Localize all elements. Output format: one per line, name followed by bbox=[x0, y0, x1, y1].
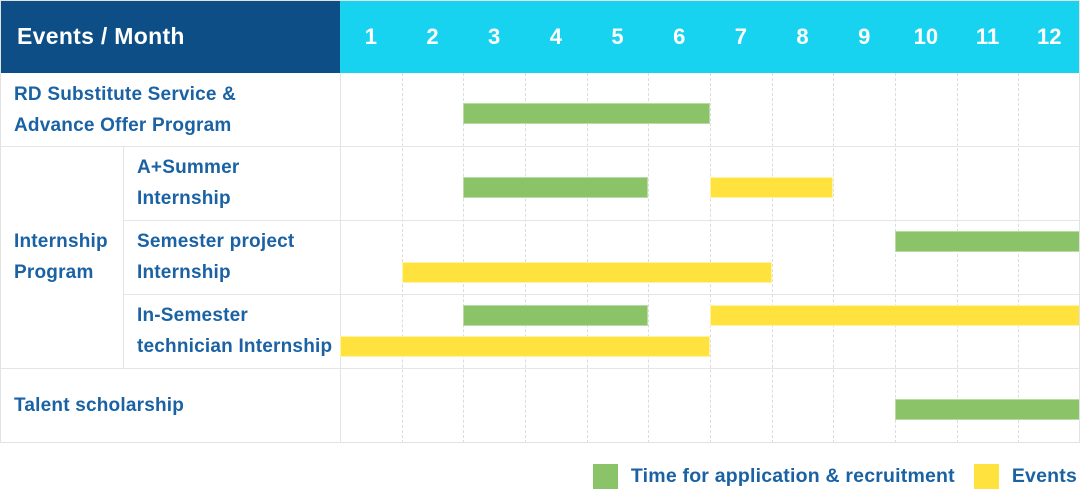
month-header-12: 12 bbox=[1036, 23, 1062, 49]
row-separator bbox=[123, 220, 1080, 221]
table-header-row: Events / Month 1 2 3 4 5 6 7 8 9 10 11 12 bbox=[0, 0, 1080, 73]
row-label-line: RD Substitute Service & bbox=[14, 83, 237, 105]
month-header-5: 5 bbox=[611, 23, 624, 49]
row-separator bbox=[0, 146, 1080, 147]
row-label-rd-substitute-service: RD Substitute Service & Advance Offer Pro… bbox=[0, 73, 340, 146]
label-column-divider bbox=[340, 73, 341, 443]
bar-recruitment-m3-5 bbox=[463, 305, 648, 326]
month-header-10: 10 bbox=[913, 23, 939, 49]
month-header-6: 6 bbox=[673, 23, 686, 49]
month-grid-line bbox=[525, 73, 526, 443]
bar-recruitment-m3-5 bbox=[463, 177, 648, 198]
legend: Time for application & recruitment Events bbox=[592, 464, 1077, 489]
bar-recruitment-m10-12 bbox=[895, 231, 1080, 252]
bar-recruitment-m3-6 bbox=[463, 103, 710, 124]
month-header-4: 4 bbox=[549, 23, 562, 49]
month-header-1: 1 bbox=[364, 23, 377, 49]
bar-events-m1-6 bbox=[340, 336, 710, 357]
row-label-line: Semester project bbox=[137, 231, 295, 252]
month-header-11: 11 bbox=[975, 23, 1000, 49]
row-label-line: Internship bbox=[137, 188, 231, 209]
month-header-7: 7 bbox=[734, 23, 747, 49]
month-grid-line bbox=[1018, 73, 1019, 443]
row-label-line: A+Summer bbox=[137, 157, 240, 178]
row-label-line: Internship bbox=[137, 262, 231, 283]
legend-label-events: Events bbox=[1011, 465, 1077, 487]
legend-swatch-recruitment bbox=[592, 464, 618, 489]
group-label-internship-program: Internship Program bbox=[0, 146, 123, 368]
row-label-in-semester-technician-internship: In-Semester technician Internship bbox=[123, 294, 340, 368]
header-title-cell: Events / Month bbox=[0, 0, 340, 73]
row-separator bbox=[123, 294, 1080, 295]
bar-recruitment-m10-12 bbox=[895, 399, 1080, 420]
month-grid-line bbox=[895, 73, 896, 443]
month-header-8: 8 bbox=[796, 23, 809, 49]
group-column-divider bbox=[123, 146, 124, 368]
bar-events-m2-7 bbox=[402, 262, 772, 283]
header-title: Events / Month bbox=[17, 23, 185, 49]
month-grid-line bbox=[710, 73, 711, 443]
group-label-line: Internship bbox=[14, 231, 108, 252]
month-grid-line bbox=[957, 73, 958, 443]
month-header-3: 3 bbox=[488, 23, 501, 49]
bar-events-m7-12 bbox=[710, 305, 1080, 326]
group-label-line: Program bbox=[14, 262, 94, 283]
month-grid-line bbox=[833, 73, 834, 443]
month-grid-line bbox=[587, 73, 588, 443]
legend-swatch-events bbox=[973, 464, 999, 489]
row-label-a-plus-summer-internship: A+Summer Internship bbox=[123, 146, 340, 220]
month-grid-line bbox=[772, 73, 773, 443]
legend-item-recruitment: Time for application & recruitment bbox=[592, 464, 955, 489]
bar-events-m7-8 bbox=[710, 177, 833, 198]
row-label-line: technician Internship bbox=[137, 336, 333, 357]
month-grid-line bbox=[463, 73, 464, 443]
row-label-line: Talent scholarship bbox=[14, 395, 185, 416]
legend-label-recruitment: Time for application & recruitment bbox=[630, 465, 955, 487]
row-label-line: Advance Offer Program bbox=[14, 114, 232, 136]
row-separator bbox=[0, 368, 1080, 369]
month-header-2: 2 bbox=[426, 23, 439, 49]
table-body: RD Substitute Service & Advance Offer Pro… bbox=[0, 73, 1080, 443]
legend-item-events: Events bbox=[973, 464, 1077, 489]
row-label-line: In-Semester bbox=[137, 305, 248, 326]
month-grid-line bbox=[402, 73, 403, 443]
month-header-9: 9 bbox=[858, 23, 871, 49]
header-months: 1 2 3 4 5 6 7 8 9 10 11 12 bbox=[340, 0, 1080, 73]
row-label-talent-scholarship: Talent scholarship bbox=[0, 368, 340, 443]
row-label-semester-project-internship: Semester project Internship bbox=[123, 220, 340, 294]
month-grid-line bbox=[648, 73, 649, 443]
